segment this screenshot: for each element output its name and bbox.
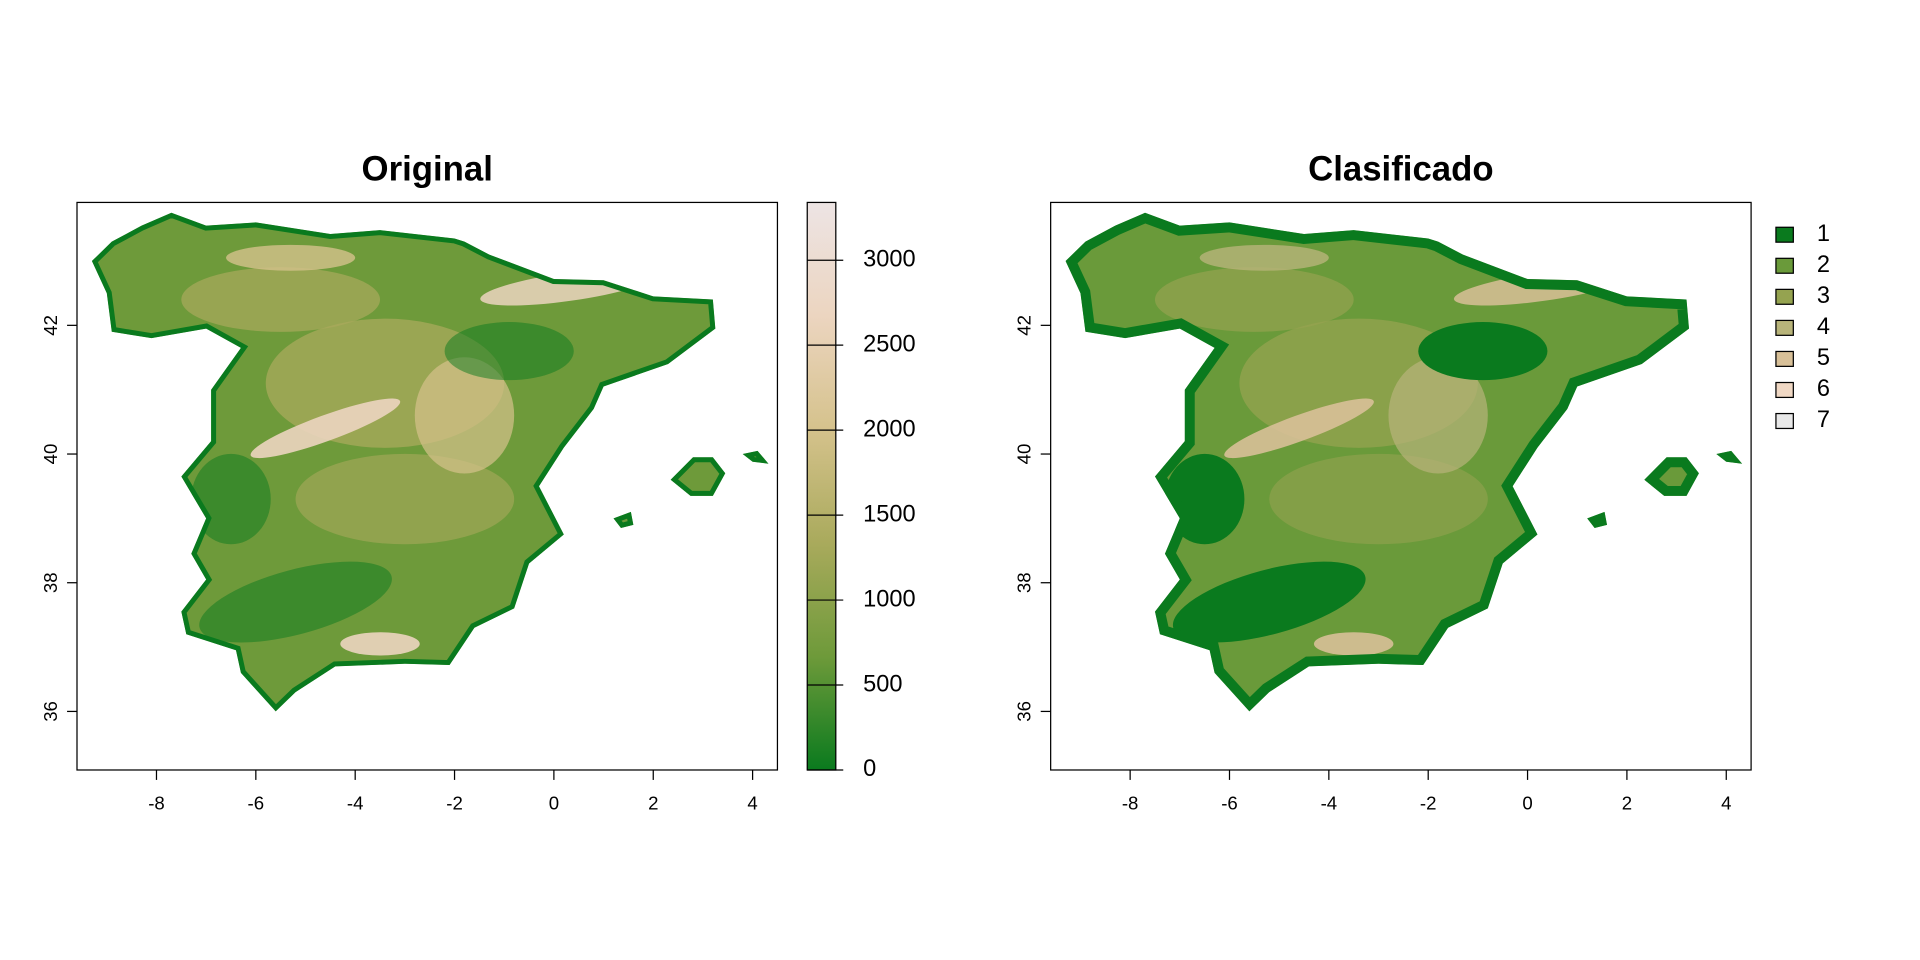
panel-title: Original — [362, 151, 493, 189]
x-tick-label: -6 — [248, 793, 265, 814]
x-tick-label: 2 — [1622, 793, 1632, 814]
raster-map — [91, 212, 769, 712]
legend-swatch — [1775, 257, 1794, 274]
relief — [295, 453, 515, 545]
x-tick-label: -2 — [1420, 793, 1437, 814]
relief — [1418, 322, 1548, 381]
relief — [414, 357, 515, 474]
relief — [1199, 244, 1329, 271]
colorbar-label: 2500 — [863, 330, 915, 356]
relief — [1269, 453, 1488, 545]
colorbar-label: 0 — [863, 755, 876, 781]
relief — [226, 244, 356, 271]
y-tick-label: 36 — [1014, 701, 1035, 722]
legend-label: 7 — [1817, 406, 1830, 432]
y-tick-label: 36 — [40, 701, 61, 722]
y-tick-label: 38 — [1014, 572, 1035, 593]
x-tick-label: -4 — [1321, 793, 1338, 814]
coast — [1065, 212, 1743, 712]
colorbar-label: 500 — [863, 670, 902, 696]
y-tick-label: 40 — [1014, 444, 1035, 465]
colorbar-label: 1000 — [863, 585, 915, 611]
y-tick-label: 40 — [40, 444, 61, 465]
coast — [91, 212, 769, 712]
relief — [340, 632, 420, 656]
x-tick-label: -2 — [446, 793, 463, 814]
x-tick-label: -8 — [148, 793, 165, 814]
plot-frame — [1050, 201, 1752, 771]
colorbar-label: 3000 — [863, 245, 915, 271]
legend-swatch — [1775, 350, 1794, 367]
x-tick-label: 4 — [1721, 793, 1731, 814]
legend-label: 2 — [1817, 251, 1830, 277]
x-tick-label: -4 — [347, 793, 364, 814]
x-tick-label: 0 — [549, 793, 559, 814]
relief — [181, 267, 381, 332]
relief — [1313, 632, 1394, 656]
y-tick-label: 42 — [40, 315, 61, 336]
legend-swatch — [1775, 288, 1794, 305]
legend-label: 1 — [1817, 220, 1830, 246]
y-tick-label: 42 — [1014, 315, 1035, 336]
relief — [250, 398, 401, 459]
raster-map — [1065, 212, 1743, 712]
relief — [1154, 267, 1354, 332]
legend-label: 4 — [1817, 313, 1830, 339]
legend-swatch — [1775, 226, 1794, 243]
relief — [1172, 561, 1366, 643]
x-tick-label: 2 — [648, 793, 658, 814]
legend-label: 5 — [1817, 344, 1830, 370]
relief — [1224, 398, 1374, 459]
x-tick-label: -6 — [1221, 793, 1238, 814]
legend-swatch — [1775, 381, 1794, 399]
legend-label: 3 — [1817, 282, 1830, 308]
relief — [444, 322, 574, 381]
plot-frame — [76, 201, 779, 771]
legend-label: 6 — [1817, 375, 1830, 401]
x-tick-label: -8 — [1122, 793, 1139, 814]
legend-swatch — [1775, 412, 1794, 430]
x-tick-label: 4 — [747, 793, 757, 814]
colorbar-label: 2000 — [863, 415, 915, 441]
relief — [1388, 357, 1488, 474]
colorbar-label: 1500 — [863, 500, 915, 526]
y-tick-label: 38 — [40, 572, 61, 593]
relief — [191, 453, 271, 545]
relief — [199, 561, 392, 643]
legend-swatch — [1775, 319, 1794, 336]
panel-title: Clasificado — [1308, 151, 1493, 189]
x-tick-label: 0 — [1522, 793, 1532, 814]
